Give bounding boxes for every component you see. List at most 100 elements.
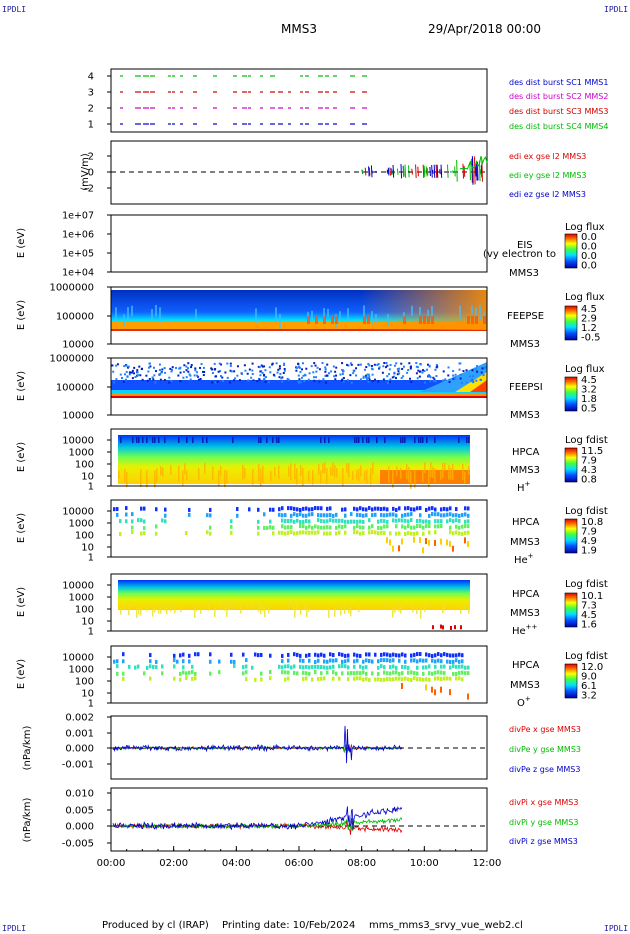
hpca-h-streak <box>276 437 278 443</box>
hpca-cell <box>131 512 134 517</box>
feepsi-cell <box>424 381 427 384</box>
hpca-cell <box>371 513 374 518</box>
series-lines <box>361 155 488 185</box>
feepsi-cell <box>213 362 216 365</box>
hpca-h-streak <box>428 470 430 488</box>
feepsi-cell <box>386 375 389 378</box>
panel-frame <box>110 68 488 133</box>
hpca-cell <box>230 659 233 664</box>
feepsi-cell <box>371 380 374 383</box>
hpca-cell <box>344 524 347 529</box>
y-tick-label: 3 <box>88 88 94 99</box>
feepse-cell <box>411 305 413 316</box>
hpca-cell <box>458 518 461 523</box>
hpca-cell <box>452 659 455 664</box>
feepsi-cell <box>232 379 235 382</box>
hpca-cell <box>209 525 212 530</box>
hpca-cell <box>431 686 433 693</box>
hpca-cell <box>386 537 388 544</box>
hpca-he2-streak <box>450 625 452 630</box>
hpca-cell <box>323 659 326 664</box>
hpca-cell <box>419 524 422 529</box>
hpca-cell <box>350 519 353 524</box>
hpca-cell <box>152 664 155 669</box>
hpca-h-streak <box>462 463 464 480</box>
hpca-he2-streak <box>200 606 202 614</box>
hpca-cell <box>377 671 380 676</box>
hpca-cell <box>356 519 359 524</box>
hpca-cell <box>305 513 308 518</box>
feepsi-cell <box>313 362 316 365</box>
hpca-cell <box>410 525 413 530</box>
hpca-cell <box>380 507 383 512</box>
feepsi-cell <box>326 363 329 366</box>
y-label: E (eV) <box>16 659 27 689</box>
hpca-cell <box>122 676 125 681</box>
hpca-cell <box>320 665 323 670</box>
hpca-cell <box>398 506 401 511</box>
feepsi-cell <box>368 378 371 381</box>
feepsi-cell <box>211 372 214 375</box>
feepsi-cell <box>280 377 283 380</box>
feepsi-cell <box>346 363 349 366</box>
feepsi-cell <box>426 363 429 366</box>
hpca-h-streak <box>308 470 310 482</box>
hpca-h-streak <box>118 470 120 479</box>
y-tick-label: 2 <box>88 104 94 115</box>
colorbar-tick-label: 7.3 <box>581 601 597 612</box>
hpca-cell <box>359 519 362 524</box>
hpca-cell <box>332 664 335 669</box>
hpca-he2-streak <box>258 603 260 612</box>
feepsi-cell <box>199 378 202 381</box>
hpca-cell <box>407 519 410 524</box>
hpca-cell <box>209 652 212 657</box>
feepsi-cell <box>389 380 392 383</box>
feepsi-cell <box>366 373 369 376</box>
hpca-cell <box>350 512 353 517</box>
feepsi-cell <box>263 365 266 368</box>
feepse-cell <box>195 309 197 322</box>
feepsi-cell <box>264 376 267 379</box>
hpca-h-streak <box>186 437 188 443</box>
hpca-cell <box>389 671 392 676</box>
hpca-cell <box>188 512 191 517</box>
hpca-he2-streak <box>196 604 198 612</box>
feepsi-cell <box>417 369 420 372</box>
hpca-cell <box>302 658 305 663</box>
feepsi-cell <box>339 373 342 376</box>
feepsi-cell <box>402 375 405 378</box>
hpca-he2-streak <box>306 606 308 618</box>
hpca-h-streak <box>138 437 140 443</box>
feepsi-cell <box>140 367 143 370</box>
hpca-h-streak <box>424 462 426 473</box>
feepsi-cell <box>325 381 328 384</box>
hpca-cell <box>422 671 425 676</box>
hpca-cell <box>413 658 416 663</box>
hpca-cell <box>305 530 308 535</box>
hpca-h-streak <box>170 465 172 476</box>
legend-entry: des dist burst SC3 MMS3 <box>509 107 608 116</box>
hpca-cell <box>233 664 236 669</box>
hpca-h-streak <box>346 463 348 473</box>
y-tick-label: 10 <box>81 689 94 700</box>
hpca-cell <box>182 659 185 664</box>
colorbar-title: Log fdist <box>565 435 608 446</box>
hpca-cell <box>173 658 176 663</box>
feepsi-cell <box>454 373 457 376</box>
feepsi-cell <box>342 370 345 373</box>
hpca-h-streak <box>324 462 326 474</box>
hpca-cell <box>389 512 392 517</box>
hpca-h-streak <box>330 466 332 476</box>
hpca-he2-streak <box>224 600 226 611</box>
feepsi-cell <box>246 372 249 375</box>
hpca-h-streak <box>184 463 186 475</box>
hpca-cell <box>299 524 302 529</box>
hpca-cell <box>380 525 383 530</box>
hpca-cell <box>272 507 275 512</box>
hpca-cell <box>461 659 464 664</box>
hpca-he2-streak <box>428 600 430 608</box>
hpca-cell <box>287 664 290 669</box>
y-tick-label: 1e+04 <box>62 268 94 279</box>
edi-sample <box>375 170 377 173</box>
